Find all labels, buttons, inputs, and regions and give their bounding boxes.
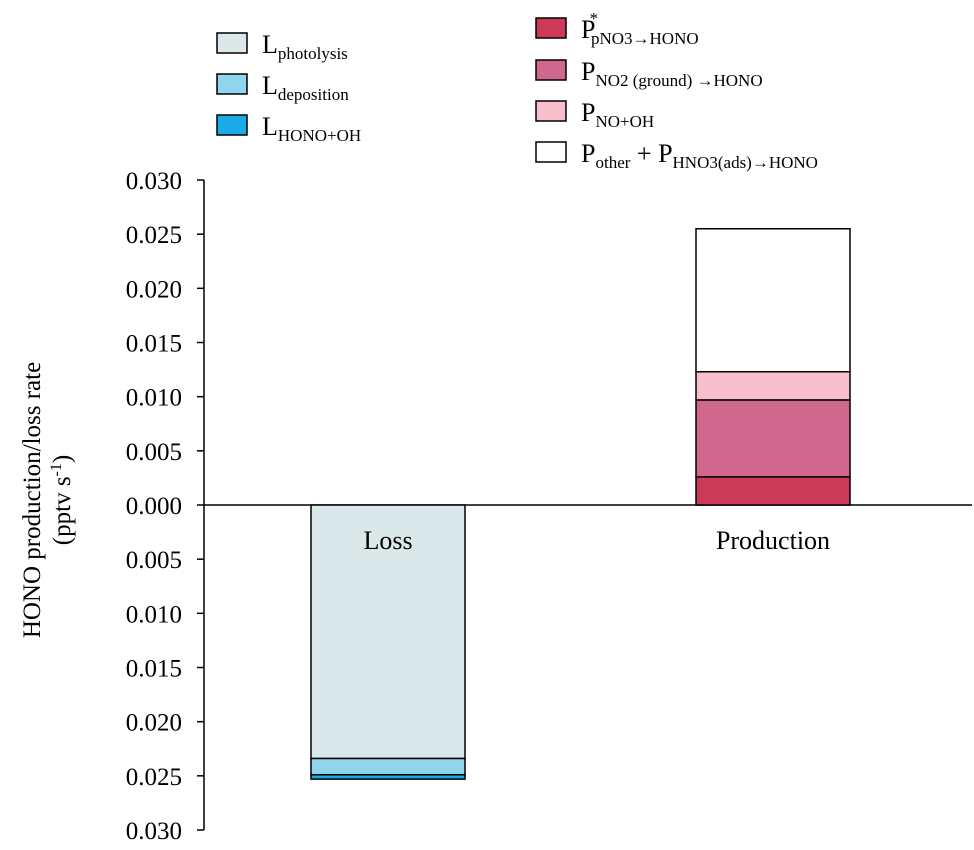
y-tick-label: 0.025 xyxy=(126,764,182,791)
y-tick-label: 0.015 xyxy=(126,331,182,358)
legend-mid: + P xyxy=(630,139,672,168)
legend-label-no_oh: PNO+OH xyxy=(581,98,654,131)
legend-subscript: NO2 (ground) →HONO xyxy=(595,71,762,90)
bar-segment-pno3 xyxy=(695,476,851,506)
legend-label-no2_ground: PNO2 (ground) →HONO xyxy=(581,57,763,90)
legend-label-deposition: Ldeposition xyxy=(262,71,349,104)
legend-superscript: * xyxy=(589,9,598,28)
legend-subscript: other xyxy=(595,153,630,172)
legend-subscript: HONO+OH xyxy=(278,126,361,145)
legend-label-pno3: P* pNO3→HONO xyxy=(581,9,699,48)
legend-label-hono_oh: LHONO+OH xyxy=(262,112,361,145)
bar-segment-photolysis xyxy=(310,504,466,760)
legend-subscript: pNO3→HONO xyxy=(591,29,699,48)
y-tick-label: 0.025 xyxy=(126,222,182,249)
y-tick-label: 0.020 xyxy=(126,710,182,737)
y-tick-label: 0.010 xyxy=(126,601,182,628)
y-tick-label: 0.005 xyxy=(126,547,182,574)
y-tick-label: 0.020 xyxy=(126,276,182,303)
legend-main: P xyxy=(581,98,595,127)
legend-main: L xyxy=(262,71,278,100)
legend-swatch-no_oh xyxy=(535,100,567,122)
y-tick-label: 0.010 xyxy=(126,385,182,412)
y-tick-label: 0.030 xyxy=(126,168,182,195)
bar-segment-no_oh xyxy=(695,371,851,401)
legend-swatch-no2_ground xyxy=(535,59,567,81)
bars xyxy=(310,228,851,780)
legend-main: P xyxy=(581,139,595,168)
y-tick-label: 0.015 xyxy=(126,656,182,683)
legend-swatch-other xyxy=(535,141,567,163)
y-ticks: 0.030 0.025 0.020 0.015 0.010 0.005 0.000 0.005… xyxy=(126,168,204,845)
category-label-loss: Loss xyxy=(363,526,412,555)
legend-main: L xyxy=(262,112,278,141)
legend-subscript: NO+OH xyxy=(595,112,654,131)
category-label-production: Production xyxy=(716,526,830,555)
y-axis-title: HONO production/loss rate (pptv s-1) xyxy=(19,362,76,638)
y-tick-label: 0.005 xyxy=(126,439,182,466)
legend-subscript: deposition xyxy=(278,85,349,104)
bar-segment-deposition xyxy=(310,757,466,776)
legend-main: P xyxy=(581,15,595,44)
legend-main: P xyxy=(581,57,595,86)
legend-swatch-deposition xyxy=(216,73,248,95)
y-tick-label: 0.030 xyxy=(126,818,182,845)
legend-subscript-2: HNO3(ads)→HONO xyxy=(673,153,818,172)
legend-swatch-pno3 xyxy=(535,17,567,39)
bar-segment-no2_ground xyxy=(695,399,851,478)
y-axis-title-line1: HONO production/loss rate xyxy=(19,362,46,638)
legend-label-photolysis: Lphotolysis xyxy=(262,30,348,63)
legend-main: L xyxy=(262,30,278,59)
y-axis-title-line2: (pptv s-1) xyxy=(48,455,76,545)
bar-segment-hono_oh xyxy=(310,774,466,780)
bar-segment-other xyxy=(695,228,851,373)
legend-swatch-photolysis xyxy=(216,32,248,54)
legend-label-other: Pother + PHNO3(ads)→HONO xyxy=(581,139,818,172)
category-labels: Loss Production xyxy=(363,526,830,555)
y-tick-label: 0.000 xyxy=(126,493,182,520)
legend-swatch-hono_oh xyxy=(216,114,248,136)
legend-subscript: photolysis xyxy=(278,44,348,63)
